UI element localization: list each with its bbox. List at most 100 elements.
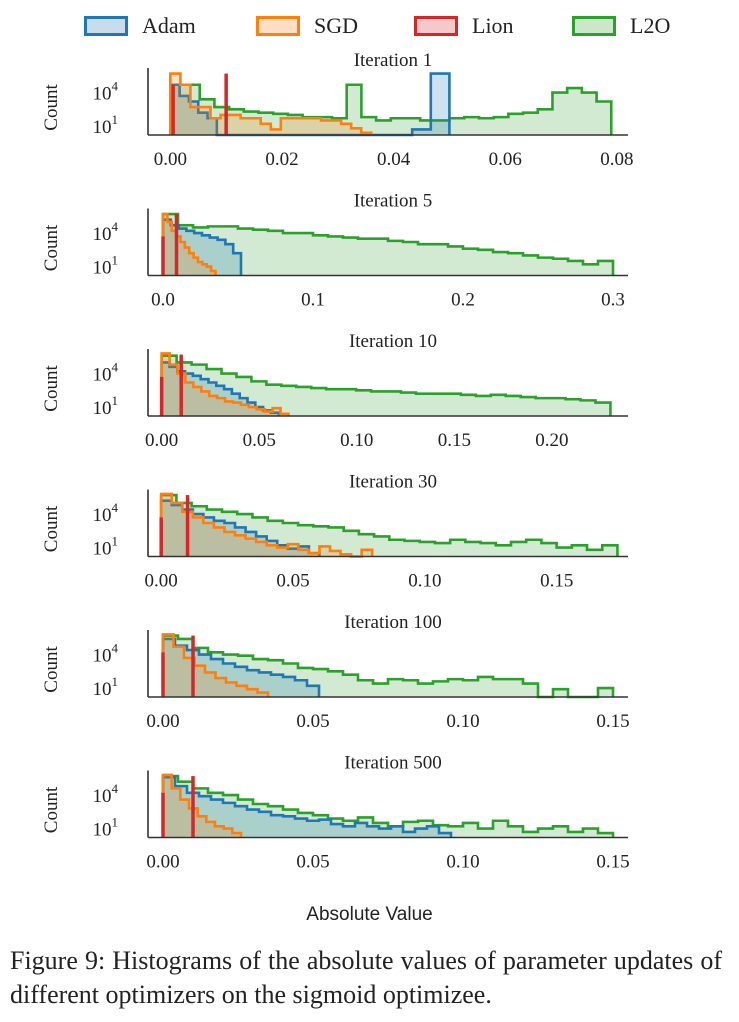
x-tick-label: 0.05 xyxy=(296,711,329,732)
sgd-histogram-outline xyxy=(161,773,243,838)
x-axis-label: Absolute Value xyxy=(306,904,433,925)
y-axis-label: Count xyxy=(41,505,62,552)
sgd-histogram-outline xyxy=(169,72,373,135)
y-tick-label: 104 xyxy=(93,781,119,807)
legend-item-sgd: SGD xyxy=(256,8,358,44)
x-tick-label: 0.05 xyxy=(243,430,276,451)
x-tick-label: 0.10 xyxy=(408,571,441,592)
panel-title: Iteration 1 xyxy=(354,50,433,71)
legend: Adam SGD Lion L2O xyxy=(0,8,739,44)
y-tick-label: 104 xyxy=(93,78,119,104)
sgd-histogram-fill xyxy=(161,353,289,416)
l2o-histogram-fill xyxy=(163,635,613,697)
adam-histogram-fill xyxy=(170,73,450,135)
x-tick-label: 0.15 xyxy=(438,430,471,451)
x-tick-label: 0.1 xyxy=(301,290,325,311)
legend-item-lion: Lion xyxy=(414,8,514,44)
x-tick-label: 0.15 xyxy=(540,571,573,592)
sgd-histogram-fill xyxy=(163,634,268,697)
histogram-panel-1: Iteration 1 Count 104 101 0.00 0.02 0.04 0.06 0.… xyxy=(41,50,633,170)
y-tick-label: 104 xyxy=(93,219,119,245)
l2o-histogram-fill xyxy=(163,776,613,838)
sgd-histogram-fill xyxy=(161,493,373,557)
x-tick-label: 0.3 xyxy=(601,290,625,311)
l2o-histogram-outline xyxy=(159,493,619,557)
y-tick-label: 101 xyxy=(93,674,119,700)
x-tick-label: 0.05 xyxy=(276,571,309,592)
figure-caption: Figure 9: Histograms of the absolute val… xyxy=(10,946,722,1009)
adam-histogram-outline xyxy=(161,218,243,276)
y-axis-label: Count xyxy=(41,646,62,693)
adam-histogram-outline xyxy=(161,637,321,697)
x-tick-label: 0.00 xyxy=(145,571,178,592)
y-tick-label: 101 xyxy=(93,393,119,419)
legend-label-l2o: L2O xyxy=(630,13,671,38)
histogram-panel-2: Iteration 5 Count 104 101 0.0 0.1 0.2 0.3 xyxy=(41,191,628,311)
legend-swatch-lion xyxy=(414,16,458,36)
legend-label-lion: Lion xyxy=(472,13,514,38)
x-tick-label: 0.15 xyxy=(596,852,629,873)
legend-swatch-adam xyxy=(84,16,128,36)
panel-title: Iteration 30 xyxy=(349,472,437,493)
y-tick-label: 101 xyxy=(93,252,119,278)
adam-histogram-fill xyxy=(163,219,241,276)
x-tick-label: 0.00 xyxy=(146,852,179,873)
l2o-histogram-outline xyxy=(161,774,615,838)
panel-title: Iteration 10 xyxy=(349,331,437,352)
x-tick-label: 0.06 xyxy=(489,149,522,170)
adam-histogram-fill xyxy=(163,777,451,838)
y-tick-label: 104 xyxy=(93,500,119,526)
y-axis-label: Count xyxy=(41,365,62,412)
x-tick-label: 0.00 xyxy=(146,711,179,732)
x-tick-label: 0.2 xyxy=(451,290,475,311)
y-tick-label: 104 xyxy=(93,359,119,385)
sgd-histogram-fill xyxy=(170,73,372,135)
l2o-histogram-outline xyxy=(169,83,613,135)
x-tick-label: 0.20 xyxy=(535,430,568,451)
legend-swatch-sgd xyxy=(256,16,300,36)
histogram-panels: Iteration 1 Count 104 101 0.00 0.02 0.04 0.06 0.… xyxy=(41,50,633,873)
x-tick-label: 0.15 xyxy=(596,711,629,732)
x-tick-label: 0.10 xyxy=(446,852,479,873)
y-tick-label: 104 xyxy=(93,640,119,666)
sgd-histogram-outline xyxy=(161,633,270,697)
adam-histogram-outline xyxy=(159,499,321,557)
sgd-histogram-outline xyxy=(161,212,217,276)
x-tick-label: 0.04 xyxy=(377,149,411,170)
y-axis-label: Count xyxy=(41,224,62,271)
sgd-histogram-fill xyxy=(163,774,241,838)
y-axis-label: Count xyxy=(41,84,62,131)
y-axis-label: Count xyxy=(41,786,62,833)
panel-title: Iteration 100 xyxy=(344,612,442,633)
l2o-histogram-outline xyxy=(161,212,615,276)
x-tick-label: 0.08 xyxy=(600,149,633,170)
sgd-histogram-outline xyxy=(159,492,374,558)
histogram-panel-6: Iteration 500 Count 104 101 0.00 0.05 0.10 0.15 xyxy=(41,753,630,873)
x-tick-label: 0.05 xyxy=(296,852,329,873)
x-tick-label: 0.00 xyxy=(154,149,187,170)
y-tick-label: 101 xyxy=(93,533,119,559)
x-tick-label: 0.02 xyxy=(265,149,298,170)
panel-title: Iteration 500 xyxy=(344,753,442,774)
legend-item-l2o: L2O xyxy=(572,8,670,44)
legend-label-adam: Adam xyxy=(142,13,196,38)
l2o-histogram-fill xyxy=(163,214,613,276)
adam-histogram-outline xyxy=(161,775,453,838)
x-tick-label: 0.10 xyxy=(340,430,373,451)
histogram-panel-3: Iteration 10 Count 104 101 0.00 0.05 0.10 0.15 0… xyxy=(41,331,628,451)
l2o-histogram-outline xyxy=(161,634,615,699)
y-tick-label: 101 xyxy=(93,112,119,138)
y-tick-label: 101 xyxy=(93,814,119,840)
panel-title: Iteration 5 xyxy=(354,191,433,212)
x-tick-label: 0.10 xyxy=(446,711,479,732)
x-tick-label: 0.0 xyxy=(151,290,175,311)
legend-swatch-l2o xyxy=(572,16,616,36)
histogram-panel-4: Iteration 30 Count 104 101 0.00 0.05 0.10 0.15 xyxy=(41,472,628,592)
x-tick-label: 0.00 xyxy=(145,430,178,451)
histogram-panel-5: Iteration 100 Count 104 101 0.00 0.05 0.10 0.15 xyxy=(41,612,630,732)
l2o-histogram-fill xyxy=(161,355,611,416)
l2o-histogram-outline xyxy=(160,354,612,416)
legend-label-sgd: SGD xyxy=(314,13,359,38)
legend-item-adam: Adam xyxy=(84,8,196,44)
